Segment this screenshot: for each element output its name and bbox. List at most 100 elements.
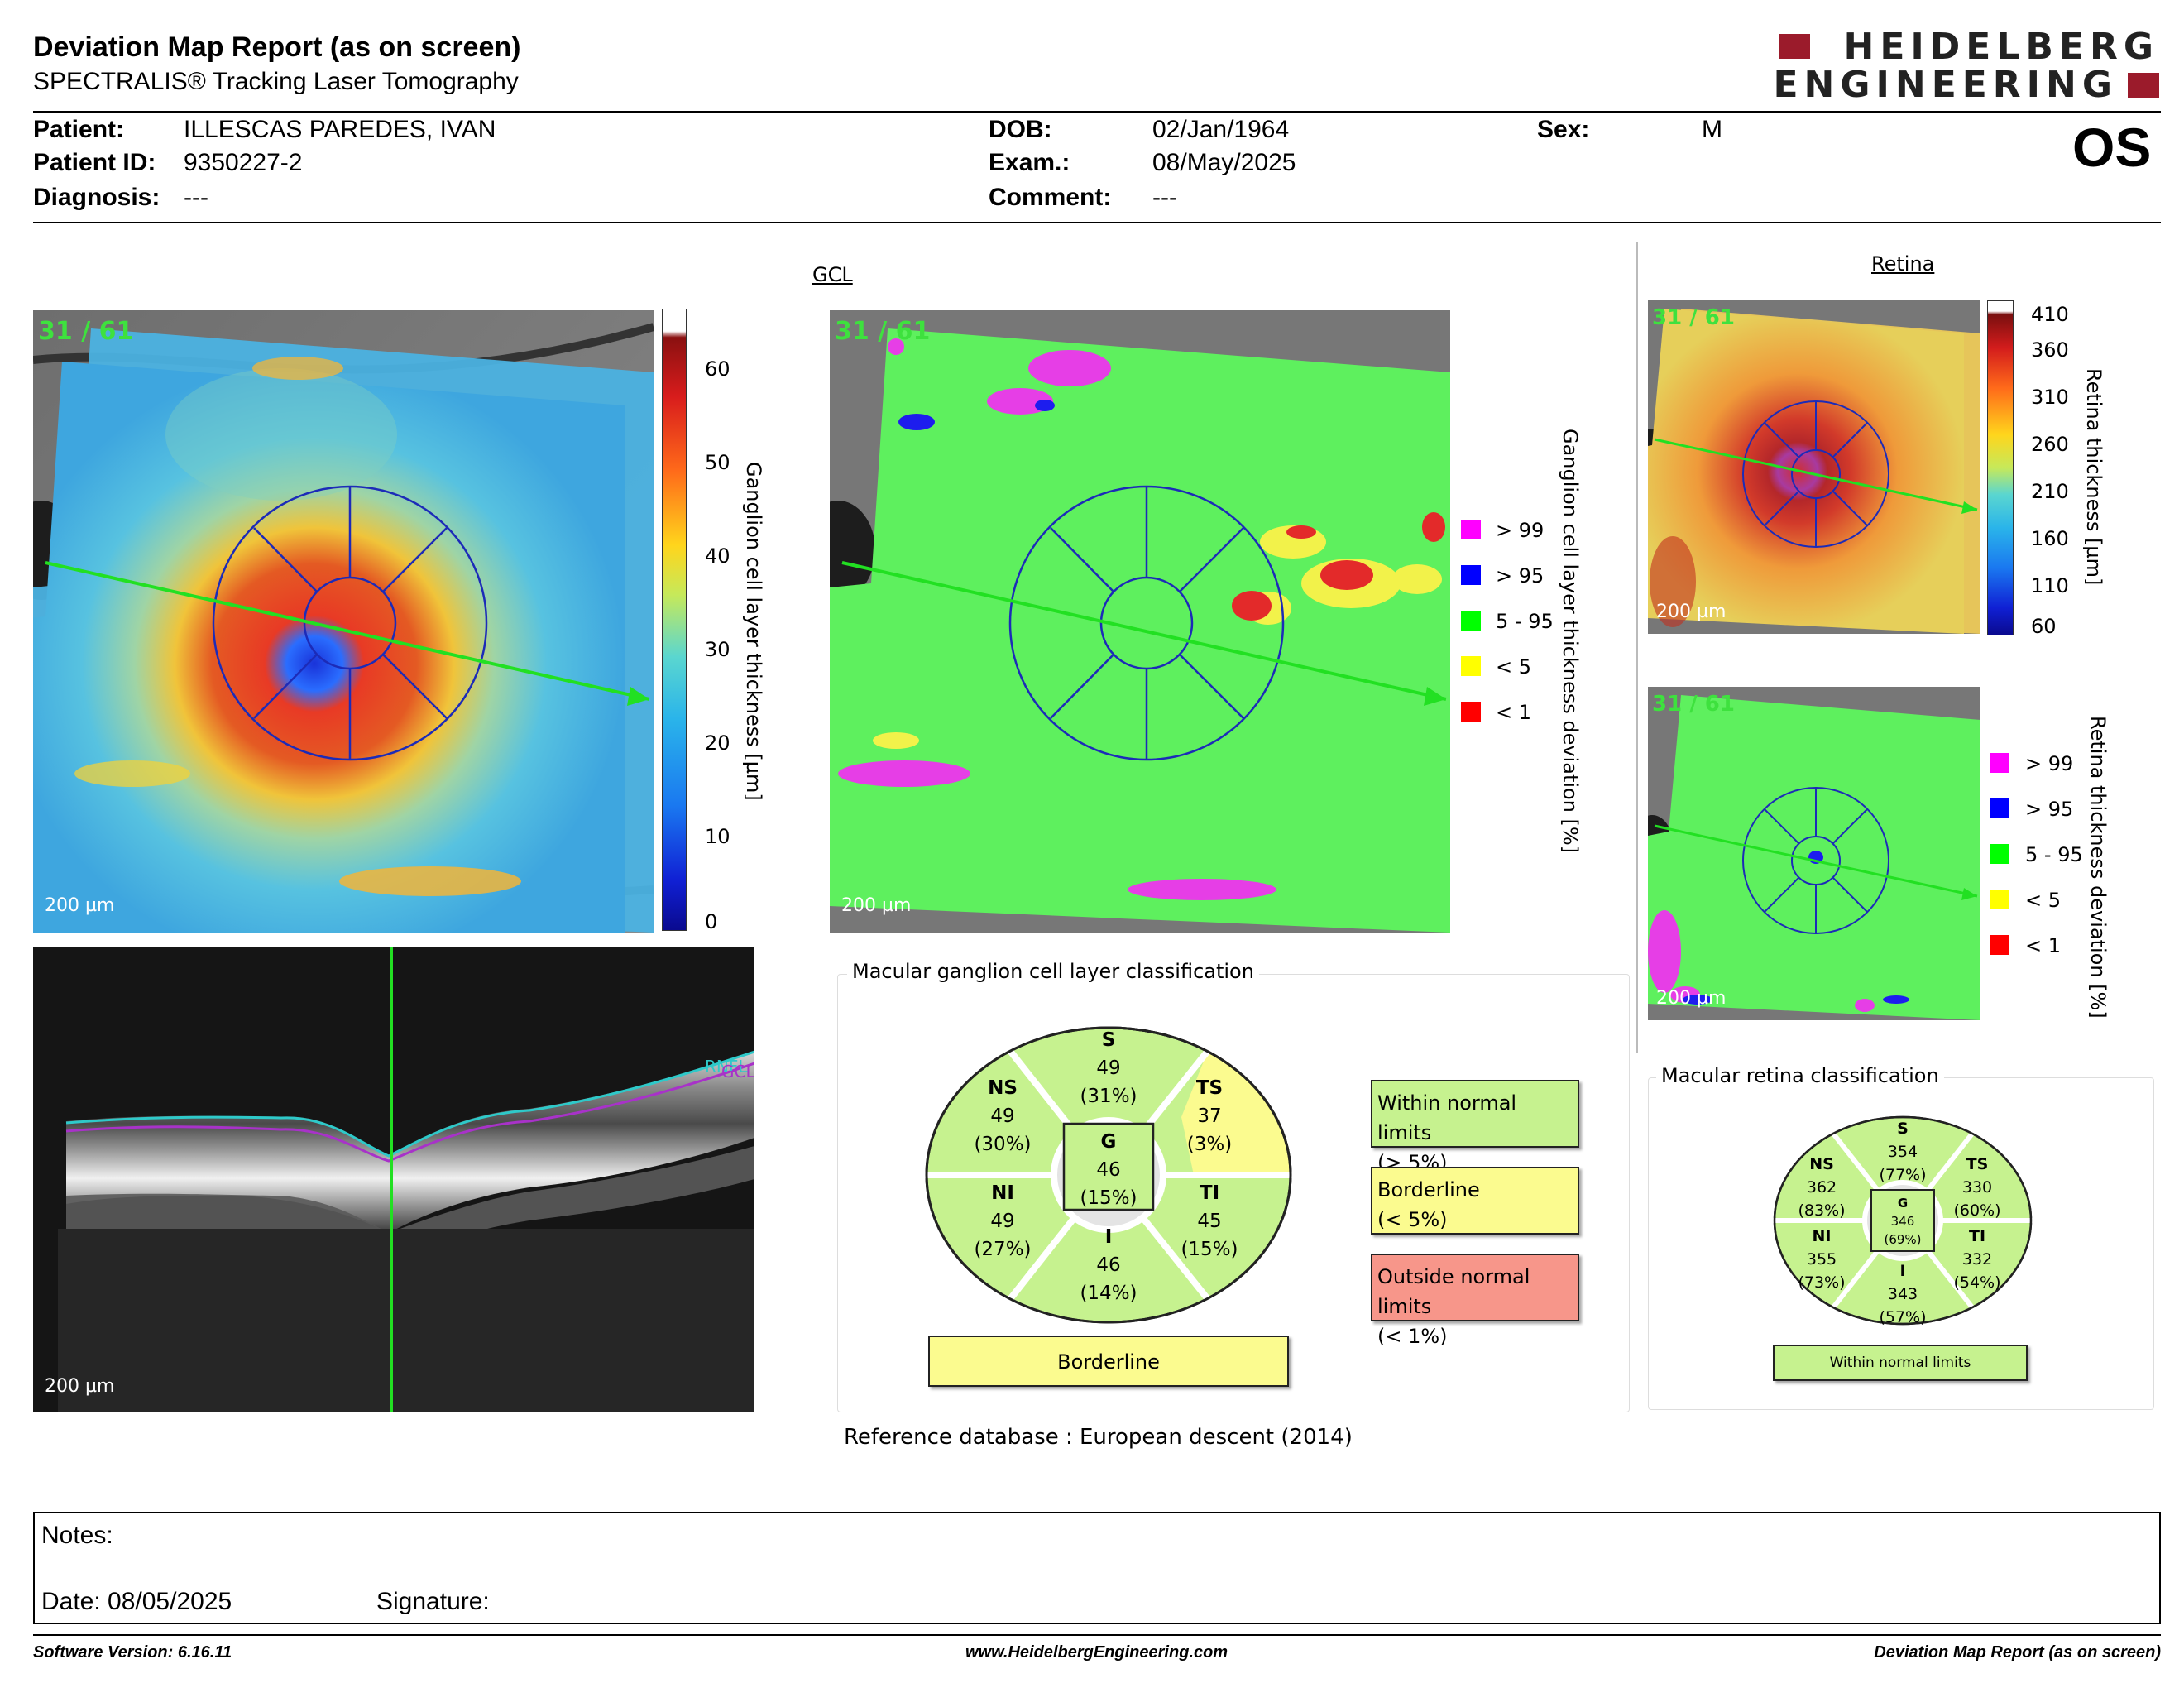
sector-value: 330 — [1961, 1178, 1993, 1196]
gcl-cbar-tick: 20 — [705, 731, 730, 755]
sector-pct: (77%) — [1879, 1166, 1927, 1184]
sector-value: 45 — [1197, 1211, 1222, 1232]
retina-sector-ni: NI 355 (73%) — [1789, 1225, 1855, 1294]
retina-legend-swatch-5-95 — [1990, 844, 2009, 864]
gcl-cbar-tick: 10 — [705, 825, 730, 848]
sex-label: Sex: — [1537, 116, 1590, 143]
sector-name: TS — [1966, 1155, 1989, 1173]
sector-pct: (15%) — [1181, 1239, 1238, 1260]
sector-name: NI — [991, 1182, 1014, 1204]
footer-report-name: Deviation Map Report (as on screen) — [1874, 1643, 2161, 1662]
sector-pct: (60%) — [1953, 1201, 2001, 1220]
gcl-classification-result: Borderline — [928, 1336, 1289, 1387]
sector-pct: (31%) — [1080, 1086, 1138, 1107]
sector-value: 332 — [1961, 1250, 1993, 1268]
logo-line-1: HEIDELBERG — [1843, 26, 2159, 68]
gcl-sector-chart — [925, 1026, 1293, 1324]
sector-pct: (15%) — [1080, 1187, 1138, 1209]
gcl-thickness-map[interactable]: 31 / 61 200 µm — [33, 310, 654, 933]
retina-legend-swatch-gt95 — [1990, 798, 2009, 818]
retina-legend-label: < 5 — [2025, 889, 2062, 912]
retina-section-title: Retina — [1871, 252, 1935, 276]
retina-cbar-tick: 310 — [2031, 386, 2069, 409]
legend-swatch-gt99 — [1461, 520, 1481, 539]
retina-cbar-tick: 210 — [2031, 480, 2069, 503]
sector-name: TI — [1968, 1227, 1986, 1245]
sector-value: 354 — [1887, 1143, 1918, 1161]
retina-cbar-tick: 160 — [2031, 527, 2069, 550]
diagnosis-label: Diagnosis: — [33, 184, 160, 211]
retina-cbar-tick: 260 — [2031, 433, 2069, 456]
signature-label[interactable]: Signature: — [376, 1588, 490, 1615]
retina-cbar-tick: 410 — [2031, 303, 2069, 326]
sector-name: TI — [1199, 1182, 1220, 1204]
sector-pct: (57%) — [1879, 1308, 1927, 1326]
eye-laterality: OS — [2072, 117, 2152, 178]
retina-sector-s: S 354 (77%) — [1870, 1117, 1936, 1187]
retina-thickness-map[interactable]: 31 / 61 200 µm — [1648, 300, 1980, 634]
retina-sector-ti: TI 332 (54%) — [1944, 1225, 2010, 1294]
software-version: Software Version: 6.16.11 — [33, 1643, 232, 1662]
bscan-scale: 200 µm — [45, 1376, 115, 1397]
retina-legend-label: > 99 — [2025, 752, 2074, 775]
sector-value: 346 — [1890, 1214, 1915, 1229]
gcl-classification-title: Macular ganglion cell layer classificati… — [847, 960, 1259, 983]
sector-value: 37 — [1197, 1105, 1222, 1127]
gcl-sector-s: S 49 (31%) — [1061, 1026, 1156, 1110]
retina-legend-label: < 1 — [2025, 934, 2062, 957]
sector-name: G — [1897, 1196, 1909, 1211]
diagnosis-value: --- — [184, 184, 208, 211]
bscan-gcl-tag: GCL — [721, 1062, 754, 1081]
gcl-colorbar — [662, 309, 687, 931]
section-divider — [1636, 242, 1638, 1053]
website-link[interactable]: www.HeidelbergEngineering.com — [965, 1643, 1228, 1662]
retina-deviation-map[interactable]: 31 / 61 200 µm — [1648, 687, 1980, 1020]
legend-swatch-lt5 — [1461, 656, 1481, 676]
retina-map-scale: 200 µm — [1656, 602, 1727, 622]
patient-name-label: Patient: — [33, 116, 125, 143]
patient-rule — [33, 222, 2161, 223]
sector-name: TS — [1195, 1077, 1224, 1099]
retina-colorbar — [1987, 300, 2014, 635]
gcl-sector-i: I 46 (14%) — [1061, 1223, 1156, 1307]
legend-label: < 1 — [1496, 701, 1532, 724]
oct-bscan[interactable]: RNFL GCL 200 µm — [33, 947, 754, 1412]
sector-value: 46 — [1096, 1254, 1121, 1276]
key-line: (< 5%) — [1377, 1208, 1448, 1231]
gcl-deviation-map[interactable]: 31 / 61 200 µm — [830, 310, 1450, 933]
sector-pct: (27%) — [974, 1239, 1032, 1260]
sector-pct: (30%) — [974, 1134, 1032, 1155]
legend-label: > 99 — [1496, 519, 1545, 542]
sector-value: 49 — [990, 1211, 1015, 1232]
legend-label: < 5 — [1496, 655, 1532, 679]
reference-db-label: Reference database : — [844, 1425, 1073, 1450]
key-line: (< 1%) — [1377, 1325, 1448, 1348]
sector-name: NS — [1809, 1155, 1834, 1173]
exam-label: Exam.: — [989, 149, 1070, 176]
retina-cbar-tick: 110 — [2031, 574, 2069, 597]
retina-legend-label: > 95 — [2025, 798, 2074, 821]
sector-pct: (83%) — [1798, 1201, 1846, 1220]
comment-label: Comment: — [989, 184, 1112, 211]
retina-deviation-frame-label: 31 / 61 — [1652, 692, 1735, 717]
sector-pct: (3%) — [1186, 1134, 1233, 1155]
heidelberg-logo: HEIDELBERG ENGINEERING — [1774, 26, 2159, 103]
gcl-colorbar-label: Ganglion cell layer thickness [µm] — [742, 462, 765, 801]
sector-name: S — [1101, 1029, 1116, 1051]
gcl-deviation-scale: 200 µm — [841, 895, 912, 916]
retina-cbar-tick: 60 — [2031, 615, 2057, 638]
logo-square-top — [1779, 34, 1810, 59]
gcl-sector-ti: TI 45 (15%) — [1162, 1179, 1257, 1264]
comment-value: --- — [1152, 184, 1177, 211]
retina-cbar-tick: 360 — [2031, 338, 2069, 362]
gcl-cbar-tick: 30 — [705, 638, 730, 661]
notes-box[interactable]: Notes: Date: 08/05/2025 Signature: — [33, 1512, 2161, 1624]
sector-value: 343 — [1887, 1285, 1918, 1303]
patient-id: 9350227-2 — [184, 149, 303, 176]
sector-name: NI — [1812, 1227, 1832, 1245]
retina-legend-swatch-lt1 — [1990, 935, 2009, 955]
logo-square-bottom — [2128, 73, 2159, 98]
gcl-cbar-tick: 40 — [705, 544, 730, 568]
retina-sector-chart — [1773, 1115, 2033, 1326]
gcl-deviation-frame-label: 31 / 61 — [835, 317, 931, 346]
